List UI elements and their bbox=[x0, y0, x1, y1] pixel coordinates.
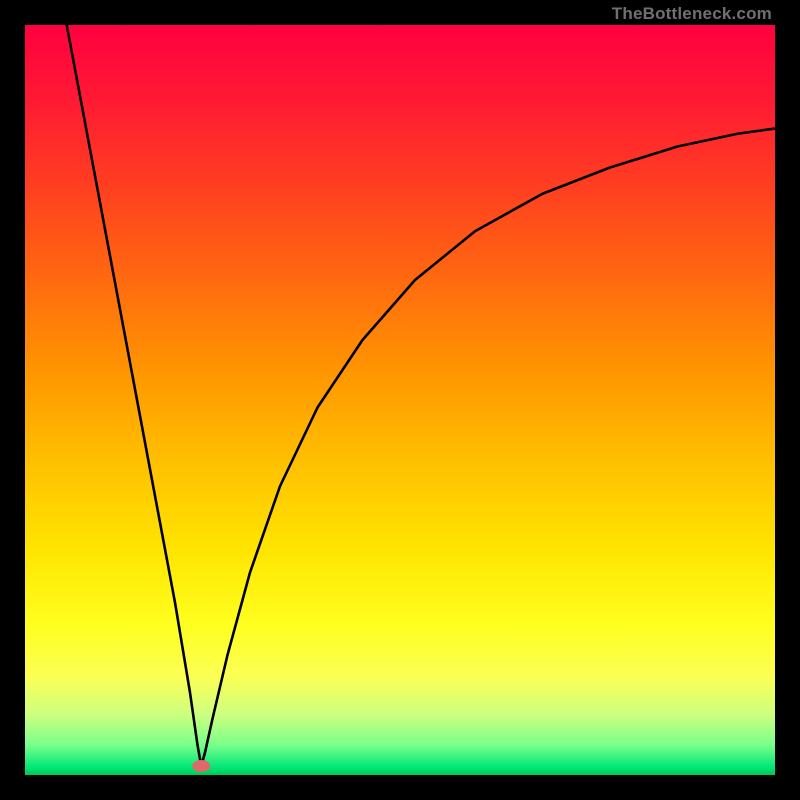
chart-frame: TheBottleneck.com bbox=[0, 0, 800, 800]
plot-area bbox=[25, 25, 775, 775]
minimum-marker bbox=[192, 760, 210, 772]
watermark-text: TheBottleneck.com bbox=[612, 4, 772, 24]
bottleneck-curve bbox=[25, 25, 775, 775]
